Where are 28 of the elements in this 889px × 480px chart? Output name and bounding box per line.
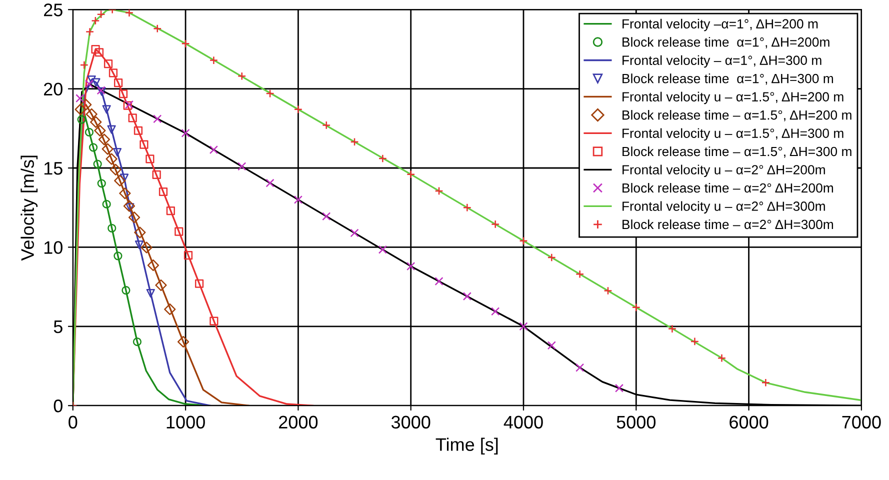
legend-label: Block release time – α=1.5°, ΔH=200 m [622, 110, 852, 122]
legend-label: Frontal velocity u – α=2° ΔH=300m [622, 201, 825, 214]
legend-label: Frontal velocity u – α=1.5°, ΔH=200 m [622, 92, 844, 104]
y-tick-label: 20 [44, 82, 62, 96]
x-tick-label: 6000 [730, 416, 768, 429]
legend-label: Block release time α=1°, ΔH=200m [622, 37, 830, 48]
x-tick-label: 1000 [166, 416, 205, 429]
y-tick-label: 10 [44, 241, 62, 254]
x-tick-label: 5000 [616, 416, 656, 429]
y-tick-label: 25 [44, 4, 62, 16]
x-tick-label: 3000 [391, 416, 430, 429]
x-tick-label: 7000 [842, 416, 881, 429]
y-tick-label: 15 [44, 162, 62, 175]
x-axis-title: Time [s] [436, 438, 498, 455]
legend-label: Block release time – α=2° ΔH=300m [622, 219, 834, 230]
y-tick-label: 0 [54, 400, 62, 412]
x-tick-label: 0 [68, 416, 78, 429]
legend-label: Frontal velocity –α=1°, ΔH=200 m [622, 18, 818, 32]
legend-label: Block release time – α=2° ΔH=200m [622, 182, 834, 193]
x-tick-label: 4000 [504, 416, 543, 429]
y-tick-label: 5 [54, 320, 62, 334]
legend-label: Frontal velocity u – α=2° ΔH=200m [622, 164, 825, 178]
legend-label: Frontal velocity u – α=1.5°, ΔH=300 m [622, 128, 844, 141]
legend-label: Frontal velocity – α=1°, ΔH=300 m [622, 55, 822, 68]
x-tick-label: 2000 [279, 416, 318, 429]
y-axis-title: Velocity [m/s] [20, 156, 38, 261]
legend-label: Block release time – α=1.5°, ΔH=300 m [622, 146, 852, 158]
legend-label: Block release time α=1°, ΔH=300 m [622, 74, 834, 85]
